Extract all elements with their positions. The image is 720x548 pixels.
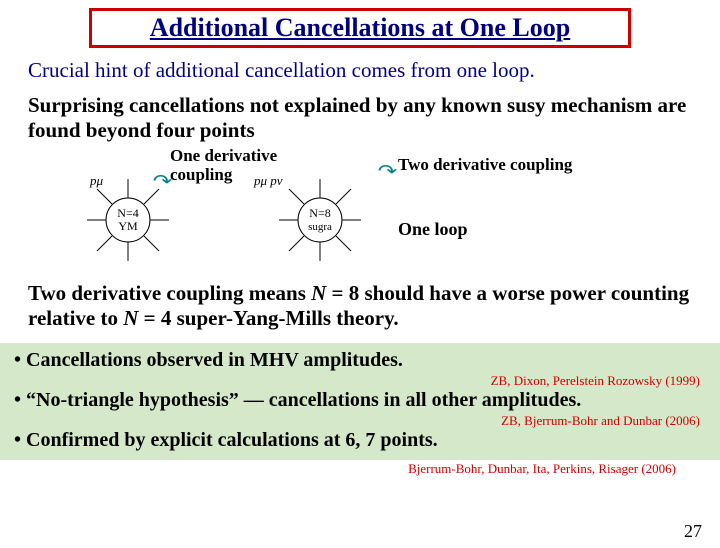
page-number: 27: [684, 521, 702, 542]
surprising-line: Surprising cancellations not explained b…: [28, 93, 692, 143]
diagram-row: One derivative coupling Two derivative c…: [0, 147, 720, 277]
diag2-bot: sugra: [308, 221, 332, 233]
para2-a: Two derivative coupling means: [28, 281, 311, 305]
one-loop-label: One loop: [398, 219, 468, 240]
citation-3: Bjerrum-Bohr, Dunbar, Ita, Perkins, Risa…: [0, 462, 676, 475]
title-box: Additional Cancellations at One Loop: [89, 8, 631, 48]
para2-c: = 4 super-Yang-Mills theory.: [138, 306, 398, 330]
arrow-icon: ↷: [378, 161, 398, 182]
diag2-top: N=8: [309, 206, 330, 220]
diag1-pmu: pμ: [89, 173, 104, 188]
italic-n-2: N: [123, 306, 138, 330]
green-highlight-box: • Cancellations observed in MHV amplitud…: [0, 343, 720, 460]
diag2-pmu: pμ pν: [253, 173, 283, 188]
diag1-bot: YM: [118, 219, 138, 233]
bullet-1: • Cancellations observed in MHV amplitud…: [14, 349, 706, 372]
bullet-2b: all: [405, 389, 426, 411]
slide-title: Additional Cancellations at One Loop: [150, 13, 570, 42]
diagram-n8-sugra: N=8 sugra pμ pν: [250, 165, 380, 265]
bullet-3: • Confirmed by explicit calculations at …: [14, 429, 706, 452]
bullet-2a: • “No-triangle hypothesis” — cancellatio…: [14, 389, 405, 411]
diagram-n4-ym: N=4 YM pμ: [70, 165, 180, 265]
citation-1: ZB, Dixon, Perelstein Rozowsky (1999): [14, 374, 700, 387]
citation-3-text: Bjerrum-Bohr, Dunbar, Ita, Perkins, Risa…: [408, 461, 676, 476]
two-derivative-label: Two derivative coupling: [398, 155, 572, 175]
bullet-2c: other amplitudes.: [427, 389, 582, 411]
bullet-2: • “No-triangle hypothesis” — cancellatio…: [14, 389, 706, 412]
diag1-top: N=4: [117, 206, 138, 220]
crucial-hint-line: Crucial hint of additional cancellation …: [28, 58, 692, 83]
italic-n-1: N: [311, 281, 326, 305]
two-derivative-paragraph: Two derivative coupling means N = 8 shou…: [28, 281, 692, 331]
citation-2: ZB, Bjerrum-Bohr and Dunbar (2006): [14, 414, 700, 427]
